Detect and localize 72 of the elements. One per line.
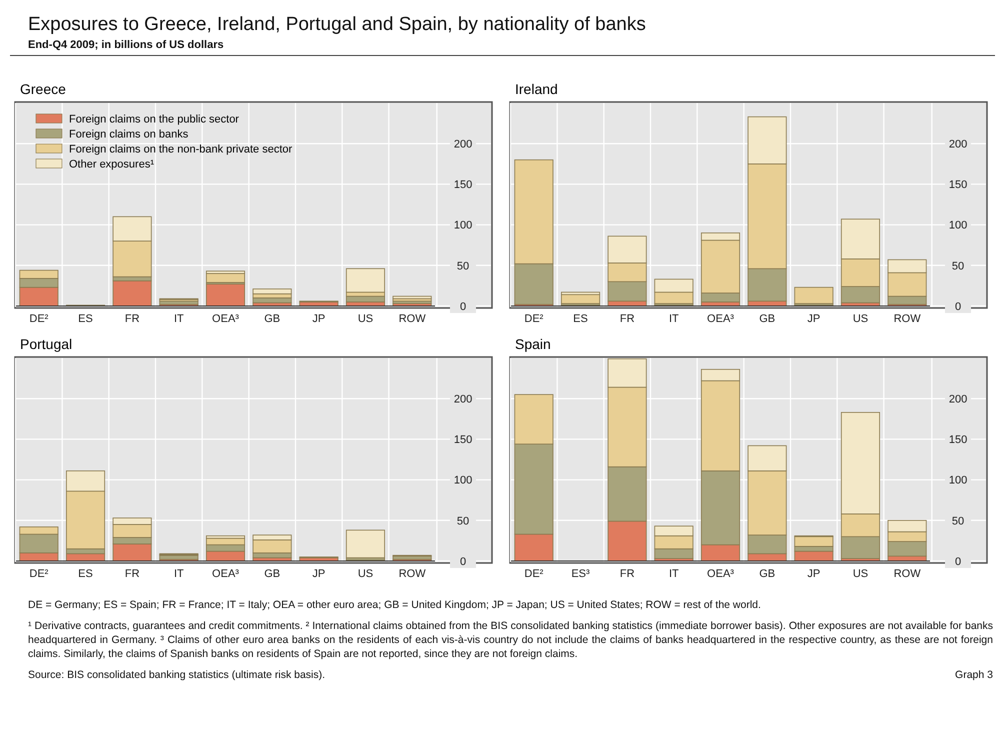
x-tick-label: GB: [264, 568, 280, 580]
y-tick-label: 200: [454, 393, 472, 406]
x-tick-label: OEA³: [212, 568, 240, 580]
y-tick-label: 50: [952, 515, 964, 528]
y-tick-label: 150: [948, 434, 968, 446]
x-tick-label: DE²: [524, 568, 544, 580]
x-tick-label: ES³: [571, 568, 590, 580]
x-tick-label: US: [358, 568, 374, 580]
y-tick-label: 200: [948, 393, 968, 406]
x-tick-label: JP: [312, 568, 326, 580]
y-tick-label: 50: [456, 260, 470, 272]
x-tick-label: JP: [312, 312, 326, 325]
x-tick-label: DE²: [29, 312, 49, 325]
text: Exposures to Greece, Ireland, Portugal and Spain, by nationality of banks: [27, 14, 647, 36]
y-tick-label: 50: [456, 515, 470, 528]
x-tick-label: GB: [264, 312, 280, 325]
chart-title: Greece: [20, 81, 66, 97]
x-tick-label: GB: [759, 312, 776, 325]
chart-title: Portugal: [20, 336, 72, 352]
x-tick-label: US: [358, 312, 374, 325]
text: claims. Similarly, the claims of Spanish banks on residents of Spain are not reported, since they are not foreign claims.: [28, 648, 578, 660]
source-note: Source: BIS consolidated banking statistics (ultimate risk basis).: [28, 668, 326, 682]
y-tick-label: 100: [454, 474, 472, 487]
y-tick-label: 100: [454, 220, 472, 232]
chart-title: Spain: [515, 336, 551, 352]
x-tick-label: IT: [174, 568, 184, 580]
x-tick-label: OEA³: [212, 312, 240, 325]
x-tick-label: DE²: [524, 312, 544, 325]
x-tick-label: US: [852, 568, 868, 580]
y-tick-label: 0: [460, 300, 466, 313]
legend-label: Other exposures¹: [69, 158, 154, 170]
x-tick-label: ROW: [398, 568, 426, 580]
y-tick-label: 200: [454, 138, 472, 150]
x-tick-label: ROW: [894, 312, 922, 325]
y-tick-label: 150: [454, 179, 472, 192]
text: End-Q4 2009; in billions of US dollars: [27, 38, 225, 53]
x-tick-label: JP: [807, 312, 820, 325]
x-tick-label: FR: [124, 568, 140, 580]
y-tick-label: 100: [948, 474, 968, 487]
x-tick-label: IT: [174, 312, 184, 325]
x-tick-label: ROW: [398, 312, 426, 325]
x-tick-label: FR: [620, 568, 635, 580]
chart-title: Ireland: [515, 81, 558, 97]
text: headquartered in Germany. ³ Claims of other euro area banks on the residents of each vis-à-vis country do not include the claims of banks headquartered in the respective country, as these are not foreign: [28, 634, 993, 646]
x-tick-label: ES: [573, 312, 588, 325]
x-tick-label: ES: [78, 312, 93, 325]
x-tick-label: GB: [759, 568, 776, 580]
caption: Graph 3: [955, 668, 993, 682]
text: ¹ Derivative contracts, guarantees and credit commitments. ² International claims obtained from the BIS consolidated banking statistics (immediate borrower basis). Other exposures are not available for banks: [28, 620, 993, 632]
legend-label: Foreign claims on banks: [69, 128, 189, 140]
text: DE = Germany; ES = Spain; FR = France; IT = Italy; OEA = other euro area; GB = United Kingdom; JP = Japan; US = United States; ROW = rest of the world.: [28, 598, 762, 612]
x-tick-label: ES: [78, 568, 93, 580]
x-tick-label: DE²: [29, 568, 49, 580]
y-tick-label: 0: [954, 300, 962, 313]
x-tick-label: FR: [124, 312, 140, 325]
x-tick-label: JP: [807, 568, 820, 580]
y-tick-label: 150: [948, 179, 968, 192]
x-tick-label: IT: [668, 568, 680, 580]
x-tick-label: OEA³: [707, 312, 734, 325]
legend-label: Foreign claims on the public sector: [69, 114, 240, 126]
x-tick-label: US: [852, 312, 868, 325]
y-tick-label: 100: [948, 220, 968, 232]
x-tick-label: IT: [668, 312, 680, 325]
x-tick-label: ROW: [894, 568, 922, 580]
y-tick-label: 150: [454, 434, 472, 446]
y-tick-label: 50: [952, 260, 964, 272]
y-tick-label: 200: [948, 138, 968, 150]
x-tick-label: FR: [620, 312, 635, 325]
legend-label: Foreign claims on the non-bank private sector: [69, 144, 293, 156]
x-tick-label: OEA³: [707, 568, 734, 580]
y-tick-label: 0: [954, 556, 962, 568]
y-tick-label: 0: [460, 556, 466, 568]
